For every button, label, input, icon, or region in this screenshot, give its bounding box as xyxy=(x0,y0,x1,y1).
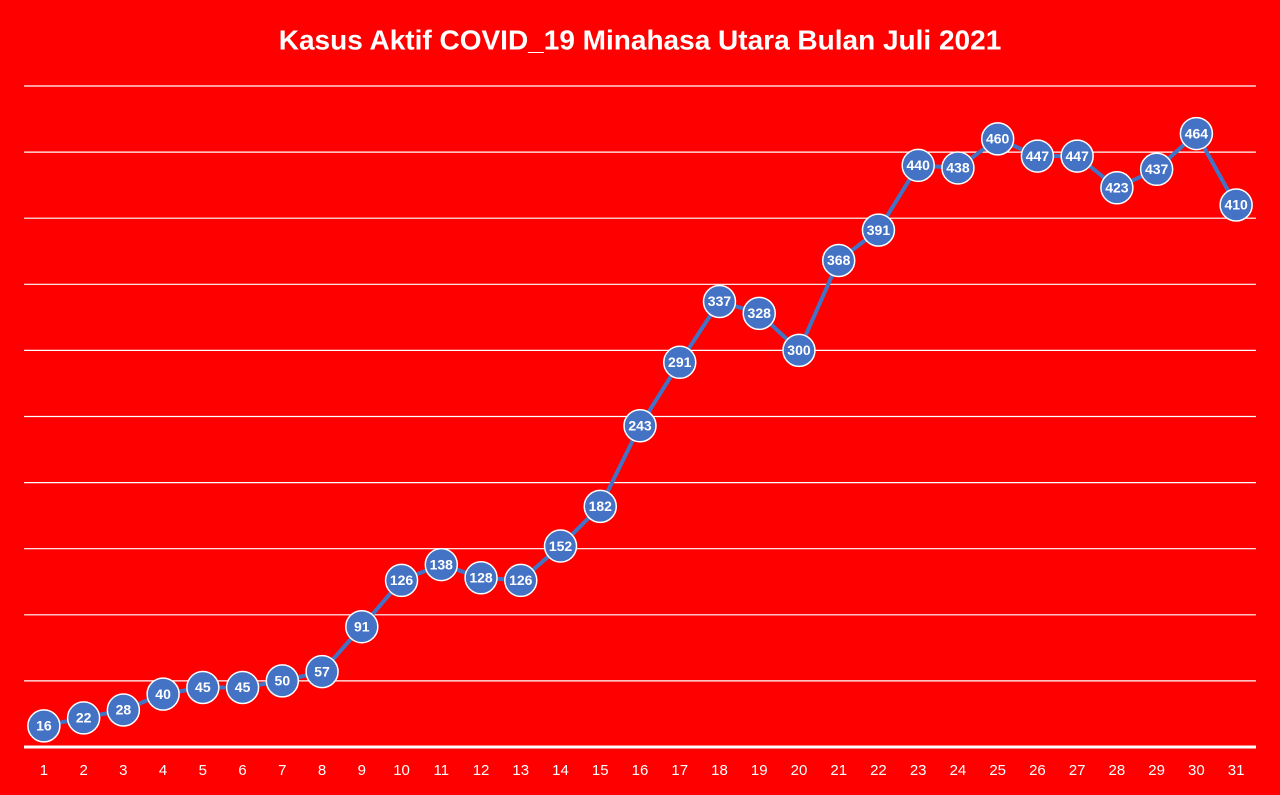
data-label: 460 xyxy=(986,131,1010,147)
data-label: 126 xyxy=(390,572,414,588)
data-point xyxy=(146,677,180,711)
data-label: 447 xyxy=(1026,148,1050,164)
data-label: 152 xyxy=(549,538,573,554)
data-point xyxy=(27,709,61,743)
data-label: 440 xyxy=(907,157,931,173)
data-point xyxy=(345,609,379,644)
x-tick-label: 27 xyxy=(1069,762,1086,779)
data-label: 337 xyxy=(708,293,732,309)
data-label: 128 xyxy=(469,569,493,585)
x-tick-label: 10 xyxy=(393,762,410,779)
x-tick-label: 22 xyxy=(870,762,887,779)
x-tick-label: 4 xyxy=(159,762,167,779)
data-point xyxy=(1219,188,1253,222)
x-tick-label: 15 xyxy=(592,762,609,779)
data-point xyxy=(583,489,618,524)
data-point xyxy=(225,670,260,705)
data-label: 40 xyxy=(155,686,171,702)
data-point xyxy=(901,148,935,183)
data-point xyxy=(1179,116,1214,151)
data-point xyxy=(662,345,697,380)
x-tick-label: 24 xyxy=(950,762,967,779)
data-label: 22 xyxy=(76,710,92,726)
x-tick-label: 13 xyxy=(512,762,529,779)
data-point xyxy=(424,547,459,582)
x-tick-label: 21 xyxy=(830,762,847,779)
x-tick-label: 8 xyxy=(318,762,326,779)
data-label: 57 xyxy=(314,663,330,679)
x-tick-label: 20 xyxy=(791,762,808,779)
data-label: 126 xyxy=(509,572,533,588)
x-tick-label: 16 xyxy=(632,762,649,779)
data-point xyxy=(464,561,498,595)
x-tick-label: 3 xyxy=(119,762,127,779)
x-tick-label: 29 xyxy=(1148,762,1165,779)
x-tick-label: 5 xyxy=(199,762,207,779)
data-point xyxy=(66,701,101,735)
data-point xyxy=(504,563,538,598)
x-tick-label: 12 xyxy=(473,762,490,779)
data-label: 447 xyxy=(1065,148,1089,164)
data-point xyxy=(1060,139,1094,173)
data-label: 423 xyxy=(1105,179,1129,195)
x-tick-label: 30 xyxy=(1188,762,1205,779)
x-tick-label: 19 xyxy=(751,762,768,779)
data-point xyxy=(1100,171,1134,205)
data-label: 464 xyxy=(1185,125,1209,141)
data-point xyxy=(782,333,816,368)
data-label: 291 xyxy=(668,354,692,370)
data-point xyxy=(861,213,896,247)
data-point xyxy=(186,670,220,705)
x-tick-label: 2 xyxy=(79,762,87,779)
data-point xyxy=(980,122,1015,156)
data-label: 91 xyxy=(354,618,370,634)
data-point xyxy=(623,409,657,443)
data-point xyxy=(305,654,339,689)
data-point xyxy=(1020,139,1055,173)
x-tick-label: 7 xyxy=(278,762,286,779)
x-tick-label: 18 xyxy=(711,762,728,779)
data-point xyxy=(941,151,975,185)
x-tick-label: 14 xyxy=(552,762,569,779)
data-label: 16 xyxy=(36,718,52,734)
x-tick-label: 26 xyxy=(1029,762,1046,779)
data-point xyxy=(1139,152,1174,187)
data-label: 243 xyxy=(628,417,652,433)
data-label: 368 xyxy=(827,252,851,268)
data-point xyxy=(702,284,737,319)
data-point xyxy=(543,529,578,563)
data-point xyxy=(821,243,856,278)
x-tick-label: 23 xyxy=(910,762,927,779)
data-label: 45 xyxy=(195,679,211,695)
data-label: 437 xyxy=(1145,161,1169,177)
x-tick-label: 25 xyxy=(989,762,1006,779)
data-label: 50 xyxy=(275,673,291,689)
data-label: 28 xyxy=(116,702,132,718)
data-point xyxy=(384,563,419,598)
x-tick-label: 6 xyxy=(238,762,246,779)
x-tick-label: 9 xyxy=(358,762,366,779)
x-tick-label: 1 xyxy=(40,762,48,779)
data-label: 138 xyxy=(430,556,454,572)
chart-title: Kasus Aktif COVID_19 Minahasa Utara Bula… xyxy=(279,24,1002,55)
data-label: 438 xyxy=(946,160,970,176)
data-label: 410 xyxy=(1224,197,1248,213)
x-tick-label: 28 xyxy=(1109,762,1126,779)
data-label: 328 xyxy=(748,305,772,321)
data-point xyxy=(265,664,300,698)
x-tick-label: 11 xyxy=(434,762,450,779)
x-tick-label: 17 xyxy=(671,762,688,779)
data-label: 182 xyxy=(589,498,613,514)
data-label: 300 xyxy=(787,342,811,358)
x-tick-label: 31 xyxy=(1228,762,1245,779)
data-point xyxy=(742,296,776,331)
data-label: 45 xyxy=(235,679,251,695)
data-point xyxy=(106,693,141,727)
data-label: 391 xyxy=(867,222,891,238)
